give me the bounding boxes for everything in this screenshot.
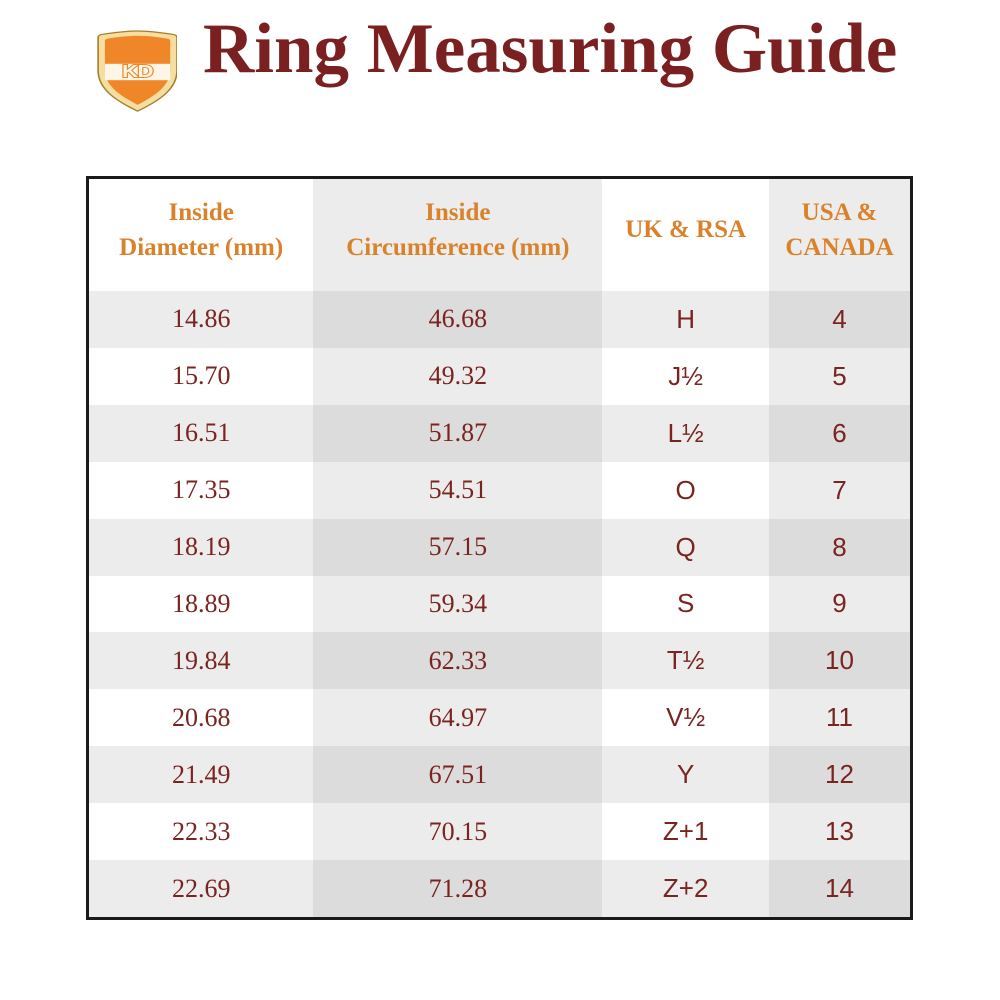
svg-text:KD: KD: [122, 62, 153, 81]
